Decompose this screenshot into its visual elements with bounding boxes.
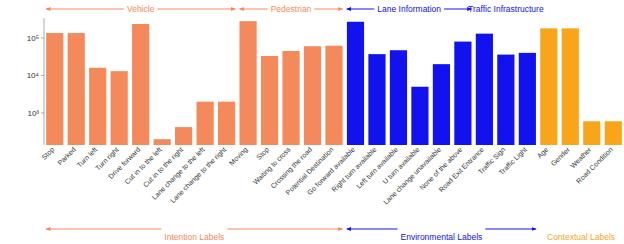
bar bbox=[46, 33, 63, 145]
bar bbox=[605, 121, 622, 145]
group-label: Pedestrian bbox=[271, 4, 312, 14]
y-tick-label: 10⁵ bbox=[27, 34, 39, 43]
bar bbox=[454, 42, 471, 145]
bar bbox=[368, 54, 385, 145]
y-tick bbox=[41, 75, 44, 76]
bar bbox=[411, 87, 428, 145]
group-arrow bbox=[347, 229, 398, 230]
group-arrow bbox=[314, 9, 342, 10]
bar bbox=[519, 53, 536, 145]
bar bbox=[433, 64, 450, 145]
x-tick-label: Road Condition bbox=[575, 146, 614, 185]
group-arrow bbox=[227, 229, 342, 230]
group-label: Environmental Labels bbox=[401, 232, 483, 242]
bar bbox=[282, 51, 299, 145]
group-arrow bbox=[157, 9, 235, 10]
bar bbox=[497, 55, 514, 145]
group-arrow bbox=[485, 229, 536, 230]
y-tick-label: 10³ bbox=[27, 109, 39, 118]
group-label: Traffic Infrastructure bbox=[468, 4, 544, 14]
chart: 10³10⁴10⁵StopParkedTurn leftTurn rightDr… bbox=[0, 0, 624, 244]
bar bbox=[325, 46, 342, 145]
group-label: Intention Labels bbox=[164, 232, 224, 242]
x-tick-label: Traffic Light bbox=[498, 146, 529, 177]
bar bbox=[175, 127, 192, 145]
x-tick-label: Cut in to the left bbox=[123, 146, 163, 186]
bar bbox=[239, 21, 256, 145]
group-label: Lane Information bbox=[377, 4, 441, 14]
bar bbox=[154, 139, 171, 145]
group-label: Vehicle bbox=[127, 4, 155, 14]
group-label: Contextual Labels bbox=[547, 232, 615, 242]
bar bbox=[562, 28, 579, 145]
bar bbox=[68, 33, 85, 145]
x-tick-label: Lane change to the right bbox=[169, 146, 228, 205]
y-axis bbox=[44, 18, 45, 145]
bar bbox=[111, 71, 128, 145]
bar bbox=[89, 68, 106, 145]
bar bbox=[197, 102, 214, 145]
x-tick-label: Age bbox=[536, 146, 551, 161]
x-tick-label: Parked bbox=[56, 146, 77, 167]
x-tick-label: Stop bbox=[255, 146, 271, 162]
group-arrow bbox=[46, 9, 124, 10]
bar bbox=[347, 22, 364, 145]
bar bbox=[390, 50, 407, 145]
x-tick-label: U turn available bbox=[381, 146, 420, 185]
bar bbox=[218, 102, 235, 145]
group-arrow bbox=[46, 229, 161, 230]
bar bbox=[261, 56, 278, 145]
y-tick bbox=[41, 112, 44, 113]
x-tick-label: Moving bbox=[228, 146, 250, 168]
bar bbox=[540, 28, 557, 145]
y-tick bbox=[41, 37, 44, 38]
group-arrow bbox=[239, 9, 267, 10]
y-tick-label: 10⁴ bbox=[27, 71, 40, 80]
bars bbox=[46, 21, 622, 145]
bar bbox=[304, 46, 321, 145]
bar bbox=[583, 121, 600, 145]
bar bbox=[476, 34, 493, 145]
group-arrow bbox=[347, 9, 375, 10]
bar bbox=[132, 24, 149, 145]
x-tick-label: Waiting to cross bbox=[252, 145, 293, 186]
x-tick-label: Stop bbox=[40, 146, 56, 162]
